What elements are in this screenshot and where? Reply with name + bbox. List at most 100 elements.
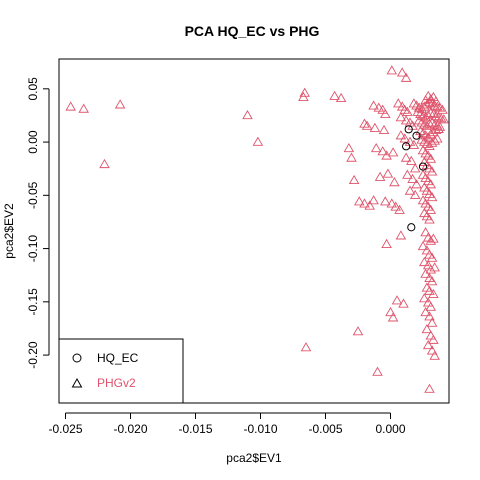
point-phgv2 (402, 169, 413, 179)
point-phgv2 (393, 98, 404, 108)
point-phgv2 (114, 99, 126, 109)
point-phgv2 (424, 285, 435, 295)
point-phgv2 (398, 298, 409, 308)
point-phgv2 (395, 230, 407, 240)
point-phgv2 (428, 334, 439, 344)
x-tick-label: -0.010 (243, 422, 277, 436)
point-phgv2 (420, 148, 431, 158)
point-phgv2 (420, 227, 431, 237)
x-tick-label: -0.020 (113, 422, 147, 436)
point-phgv2 (424, 214, 435, 224)
point-phgv2 (425, 235, 437, 245)
point-phgv2 (408, 139, 420, 149)
point-phgv2 (382, 168, 394, 178)
point-phgv2 (433, 112, 444, 122)
point-phgv2 (413, 115, 425, 125)
point-phgv2 (422, 260, 434, 270)
x-tick-label: 0.000 (375, 422, 405, 436)
point-phgv2 (420, 306, 431, 317)
point-phgv2 (425, 153, 437, 163)
point-phgv2 (426, 166, 438, 176)
point-phgv2 (361, 120, 373, 130)
point-phgv2 (369, 122, 381, 132)
x-axis: -0.025 -0.020 -0.015 -0.010 -0.005 0.000 (48, 412, 406, 436)
point-phgv2 (424, 118, 435, 128)
point-phgv2 (428, 108, 439, 119)
x-tick-label: -0.015 (178, 422, 212, 436)
point-phgv2 (252, 136, 264, 146)
point-phgv2 (359, 198, 370, 208)
legend-marker-phgv2 (71, 377, 83, 388)
point-phgv2 (377, 146, 388, 156)
point-phgv2 (437, 104, 448, 114)
point-phgv2 (390, 201, 401, 211)
point-phgv2 (419, 256, 430, 267)
point-phgv2 (416, 134, 427, 144)
point-hq-ec (407, 223, 416, 232)
point-phgv2 (242, 109, 253, 120)
x-axis-label: pca2$EV1 (226, 451, 282, 465)
point-phgv2 (426, 191, 438, 202)
point-phgv2 (416, 117, 427, 127)
point-phgv2 (424, 97, 435, 107)
point-phgv2 (420, 95, 431, 105)
point-phgv2 (430, 111, 442, 121)
point-hq-ec (412, 131, 421, 140)
point-phgv2 (378, 124, 390, 135)
y-tick-label: -0.15 (26, 288, 40, 316)
point-hq-ec (404, 125, 413, 134)
point-phgv2 (430, 96, 442, 106)
point-phgv2 (380, 108, 391, 119)
point-phgv2 (300, 342, 312, 352)
point-phgv2 (425, 301, 437, 311)
point-phgv2 (387, 312, 399, 322)
point-phgv2 (425, 93, 437, 104)
point-phgv2 (396, 67, 408, 77)
legend-label-phgv2: PHGv2 (97, 376, 136, 390)
legend-box (58, 338, 184, 404)
point-phgv2 (426, 276, 438, 286)
point-phgv2 (425, 264, 437, 274)
point-phgv2 (425, 179, 437, 189)
point-phgv2 (359, 118, 370, 128)
point-phgv2 (421, 324, 433, 334)
point-phgv2 (429, 262, 440, 272)
point-phgv2 (377, 104, 388, 114)
point-phgv2 (348, 174, 360, 185)
point-phgv2 (368, 100, 379, 110)
point-phgv2 (420, 268, 431, 278)
point-phgv2 (425, 204, 437, 214)
point-phgv2 (343, 142, 355, 153)
point-phgv2 (428, 233, 439, 243)
point-phgv2 (417, 240, 429, 251)
point-phgv2 (432, 120, 443, 130)
point-phgv2 (429, 135, 440, 145)
y-tick-label: 0.05 (26, 77, 40, 101)
point-phgv2 (373, 102, 385, 112)
point-phgv2 (395, 112, 407, 122)
point-phgv2 (424, 311, 435, 321)
point-phgv2 (435, 113, 447, 123)
point-phgv2 (386, 198, 398, 208)
point-phgv2 (391, 295, 403, 305)
point-phgv2 (421, 120, 433, 130)
point-phgv2 (389, 177, 400, 187)
y-tick-label: -0.10 (26, 235, 40, 263)
y-tick-label: -0.05 (26, 181, 40, 209)
point-phgv2 (386, 65, 398, 75)
point-phgv2 (381, 238, 392, 248)
x-tick-label: -0.005 (308, 422, 342, 436)
point-phgv2 (380, 196, 391, 206)
point-phgv2 (402, 106, 413, 116)
point-phgv2 (385, 306, 396, 317)
y-tick-label: 0.00 (26, 130, 40, 154)
point-phgv2 (387, 147, 399, 157)
point-phgv2 (370, 142, 382, 153)
legend-label-hq-ec: HQ_EC (97, 351, 139, 365)
point-phgv2 (428, 288, 439, 299)
point-phgv2 (426, 252, 438, 262)
point-phgv2 (400, 72, 412, 82)
point-phgv2 (78, 103, 89, 113)
point-phgv2 (65, 101, 76, 111)
